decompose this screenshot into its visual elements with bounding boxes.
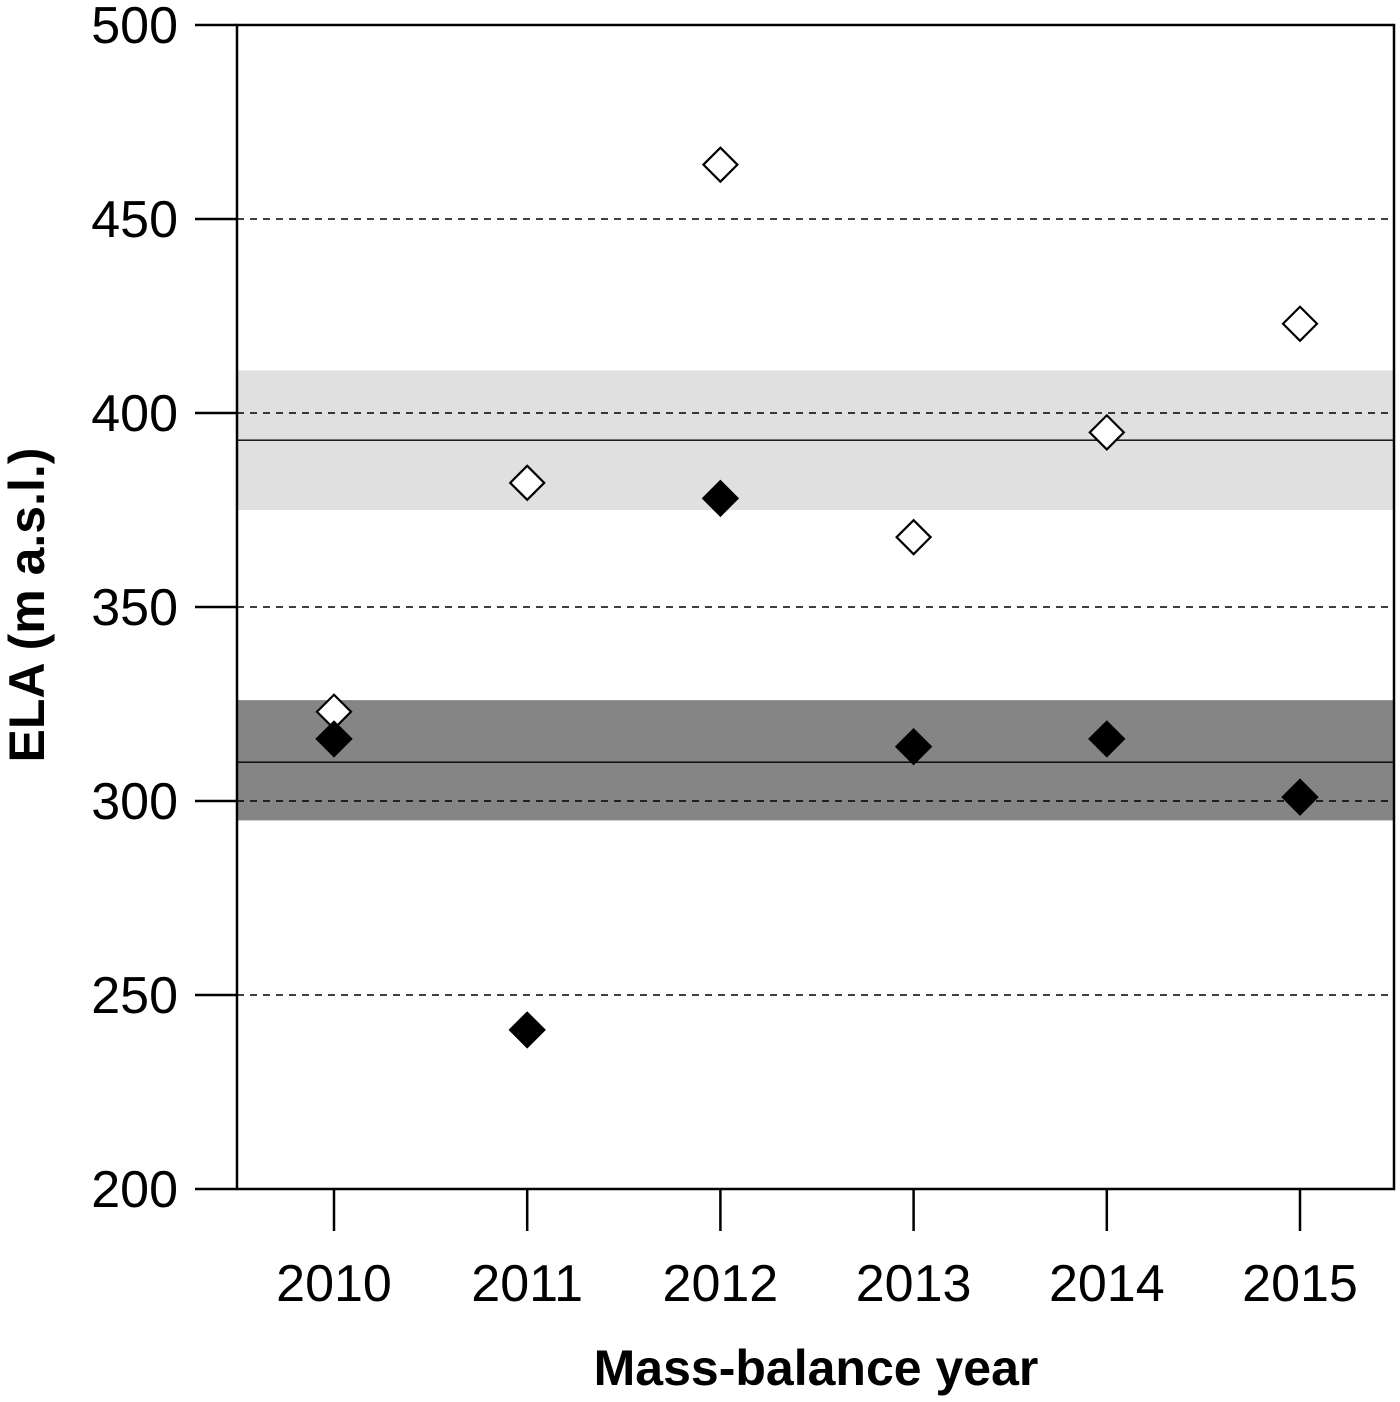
open-diamond-point-2015: [1281, 305, 1319, 343]
filled-diamond-point-2014: [1088, 720, 1126, 758]
band-layer: [237, 370, 1394, 821]
x-tick-label: 2013: [856, 1255, 972, 1313]
y-tick-label: 400: [91, 385, 178, 443]
points-layer: [315, 146, 1319, 1049]
band-2: [237, 700, 1394, 821]
x-tick-label: 2010: [276, 1255, 392, 1313]
x-tick-label: 2012: [663, 1255, 779, 1313]
x-tick-label: 2015: [1242, 1255, 1358, 1313]
filled-diamond-point-2010: [315, 720, 353, 758]
x-axis-title: Mass-balance year: [594, 1340, 1039, 1396]
filled-diamond-point-2015: [1281, 778, 1319, 816]
axes-layer: [195, 23, 1396, 1231]
y-tick-label: 350: [91, 579, 178, 637]
open-diamond-point-2013: [895, 518, 933, 556]
filled-diamond-point-2011: [508, 1011, 546, 1049]
filled-diamond-point-2012: [701, 479, 740, 518]
open-diamond-point-2012: [701, 146, 739, 184]
y-tick-label: 300: [91, 773, 178, 831]
y-tick-label: 500: [91, 0, 178, 55]
open-diamond-point-2011: [508, 464, 546, 502]
y-tick-label: 450: [91, 191, 178, 249]
grid-layer: [237, 218, 1394, 996]
labels-layer: Mass-balance year ELA (m a.s.l.) 200 250 3…: [0, 0, 1358, 1396]
y-tick-label: 250: [91, 967, 178, 1025]
x-tick-label: 2014: [1049, 1255, 1165, 1313]
y-axis-title: ELA (m a.s.l.): [0, 448, 55, 763]
y-tick-label: 200: [91, 1161, 178, 1219]
filled-diamond-point-2013: [894, 727, 933, 766]
open-diamond-point-2014: [1088, 413, 1126, 451]
x-tick-label: 2011: [471, 1255, 583, 1313]
